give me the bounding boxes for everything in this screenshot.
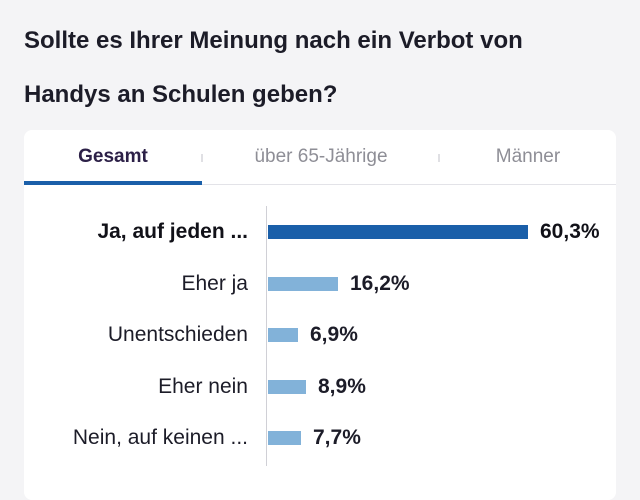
- category-label: Unentschieden: [107, 323, 248, 346]
- results-card: Gesamt über 65-Jährige Männer Ja, auf je…: [24, 130, 616, 500]
- bar: [268, 328, 298, 342]
- bar: [268, 276, 338, 291]
- bar-chart: Ja, auf jeden ... 60,3% Eher ja 16,2% Unents…: [24, 184, 616, 500]
- value-label: 16,2%: [350, 271, 410, 295]
- category-label: Nein, auf keinen ...: [72, 426, 248, 449]
- question-line-1: Sollte es Ihrer Meinung nach ein Verbot …: [24, 27, 523, 54]
- tab-gesamt[interactable]: Gesamt: [78, 146, 148, 167]
- tab-separator: [201, 154, 203, 162]
- bar: [268, 225, 528, 239]
- bar: [268, 379, 306, 394]
- tab-separator: [438, 154, 440, 162]
- bar: [268, 431, 301, 445]
- tab-bar: Gesamt über 65-Jährige Männer: [24, 130, 616, 185]
- tab-maenner[interactable]: Männer: [495, 146, 561, 167]
- chart-axis-line: [266, 206, 267, 466]
- question-line-2: Handys an Schulen geben?: [24, 81, 338, 108]
- value-label: 8,9%: [318, 374, 366, 398]
- category-label: Eher nein: [158, 374, 248, 398]
- value-label: 60,3%: [540, 220, 600, 243]
- question-title: Sollte es Ihrer Meinung nach ein Verbot …: [24, 14, 624, 122]
- value-label: 6,9%: [310, 323, 358, 346]
- value-label: 7,7%: [313, 426, 361, 449]
- category-label: Eher ja: [181, 271, 248, 295]
- category-label: Ja, auf jeden ...: [97, 220, 248, 243]
- active-tab-indicator: [24, 181, 202, 185]
- tab-ueber-65-jaehrige[interactable]: über 65-Jährige: [254, 146, 388, 167]
